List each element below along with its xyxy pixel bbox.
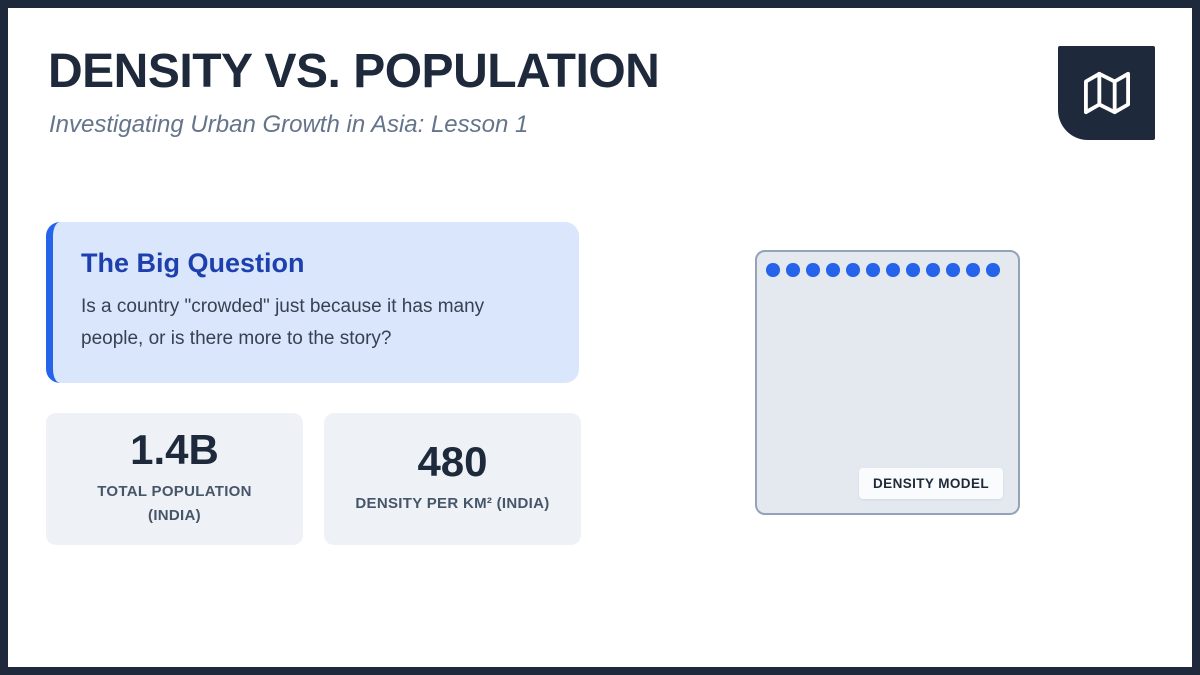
stat-label: DENSITY PER KM² (INDIA) — [355, 494, 550, 512]
page-subtitle: Investigating Urban Growth in Asia: Less… — [49, 111, 529, 138]
page-title: DENSITY VS. POPULATION — [48, 45, 660, 98]
density-dot-row — [766, 263, 1000, 277]
person-dot — [966, 263, 980, 277]
big-question-heading: The Big Question — [81, 248, 305, 278]
stats-row: 1.4B TOTAL POPULATION (INDIA) 480 DENSIT… — [46, 413, 581, 545]
person-dot — [846, 263, 860, 277]
stat-value: 1.4B — [130, 426, 219, 474]
person-dot — [766, 263, 780, 277]
logo-badge — [1058, 46, 1155, 140]
stat-label: TOTAL POPULATION (INDIA) — [97, 483, 252, 524]
person-dot — [826, 263, 840, 277]
density-model-tag: DENSITY MODEL — [859, 468, 1003, 499]
person-dot — [806, 263, 820, 277]
big-question-callout: The Big Question Is a country "crowded" … — [46, 222, 579, 383]
person-dot — [906, 263, 920, 277]
density-model-panel: DENSITY MODEL — [755, 250, 1020, 515]
person-dot — [946, 263, 960, 277]
person-dot — [886, 263, 900, 277]
stat-card-total-population: 1.4B TOTAL POPULATION (INDIA) — [46, 413, 303, 545]
map-icon — [1083, 71, 1130, 115]
person-dot — [926, 263, 940, 277]
big-question-body: Is a country "crowded" just because it h… — [81, 296, 485, 349]
stat-value: 480 — [417, 437, 488, 485]
person-dot — [866, 263, 880, 277]
person-dot — [786, 263, 800, 277]
person-dot — [986, 263, 1000, 277]
stat-card-density: 480 DENSITY PER KM² (INDIA) — [324, 413, 581, 545]
